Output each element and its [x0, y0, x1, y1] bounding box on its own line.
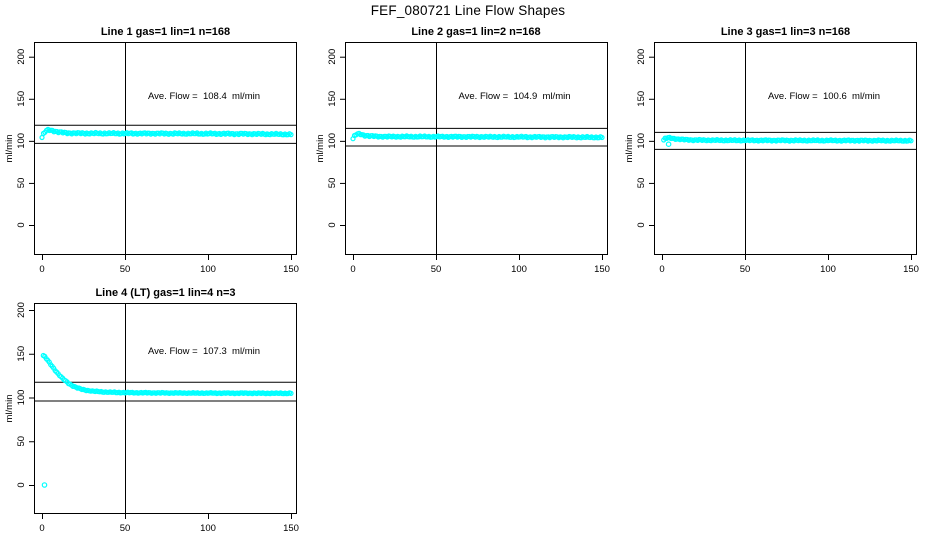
y-axis-label: ml/min [4, 135, 15, 163]
x-tick-label: 150 [903, 264, 919, 275]
y-tick-label: 50 [16, 178, 27, 189]
y-tick-label: 150 [636, 91, 647, 107]
plot-box [654, 42, 917, 255]
outlier-point [665, 141, 672, 148]
x-tick-label: 150 [283, 523, 299, 534]
plot-box [34, 303, 297, 514]
plot-area-svg: 0 50 100 150 0 50 100 150 200 ml/min [4, 42, 299, 275]
x-tick-label: 150 [594, 264, 610, 275]
plot-area-svg: 0 50 100 150 0 50 100 150 200 ml/min [315, 42, 610, 275]
plot-area-svg: 0 50 100 150 0 50 100 150 200 ml/min [4, 302, 299, 534]
plot-box [34, 42, 297, 255]
y-tick-label: 50 [327, 178, 338, 189]
x-tick-label: 0 [350, 264, 355, 275]
y-tick-label: 50 [636, 178, 647, 189]
outlier-point [41, 482, 48, 488]
y-tick-label: 200 [16, 49, 27, 65]
plot-area-svg: 0 50 100 150 0 50 100 150 200 ml/min [624, 42, 919, 275]
ave-flow-annotation: Ave. Flow = 100.6 ml/min [767, 91, 881, 103]
plot-box [344, 42, 608, 255]
y-tick-label: 150 [327, 91, 338, 107]
y-tick-label: 100 [327, 133, 338, 149]
y-tick-label: 200 [16, 302, 27, 318]
x-tick-label: 50 [740, 264, 751, 275]
data-points [39, 126, 294, 141]
y-tick-label: 150 [16, 346, 27, 362]
x-tick-label: 100 [820, 264, 836, 275]
main-title: FEF_080721 Line Flow Shapes [370, 3, 566, 18]
x-tick-label: 100 [511, 264, 527, 275]
y-tick-label: 0 [327, 222, 338, 227]
y-tick-label: 0 [636, 222, 647, 227]
y-axis-label: ml/min [624, 135, 635, 163]
x-tick-label: 0 [39, 523, 44, 534]
y-axis-label: ml/min [4, 395, 15, 423]
data-points [40, 352, 294, 488]
y-tick-label: 100 [16, 133, 27, 149]
x-tick-label: 50 [120, 264, 131, 275]
y-tick-label: 100 [16, 390, 27, 406]
data-points [349, 130, 605, 142]
y-tick-label: 150 [16, 91, 27, 107]
subplot-title: Line 1 gas=1 lin=1 n=168 [100, 26, 231, 38]
x-tick-label: 0 [39, 264, 44, 275]
ave-flow-annotation: Ave. Flow = 108.4 ml/min [147, 91, 261, 103]
y-tick-label: 50 [16, 436, 27, 447]
y-tick-label: 0 [16, 222, 27, 227]
y-tick-label: 0 [16, 482, 27, 487]
x-tick-label: 100 [200, 523, 216, 534]
y-tick-label: 100 [636, 133, 647, 149]
x-tick-label: 50 [430, 264, 441, 275]
y-tick-label: 200 [327, 49, 338, 65]
x-tick-label: 0 [659, 264, 664, 275]
y-axis-label: ml/min [315, 135, 326, 163]
data-points [661, 134, 914, 148]
ave-flow-annotation: Ave. Flow = 104.9 ml/min [458, 91, 571, 103]
ave-flow-annotation: Ave. Flow = 107.3 ml/min [147, 346, 261, 357]
subplot-title: Line 3 gas=1 lin=3 n=168 [720, 26, 851, 38]
x-tick-label: 150 [283, 264, 299, 275]
x-tick-label: 100 [200, 264, 216, 275]
x-tick-label: 50 [120, 523, 131, 534]
y-tick-label: 200 [636, 49, 647, 65]
subplot-title: Line 4 (LT) gas=1 lin=4 n=3 [95, 287, 236, 299]
subplot-title: Line 2 gas=1 lin=2 n=168 [411, 26, 541, 38]
